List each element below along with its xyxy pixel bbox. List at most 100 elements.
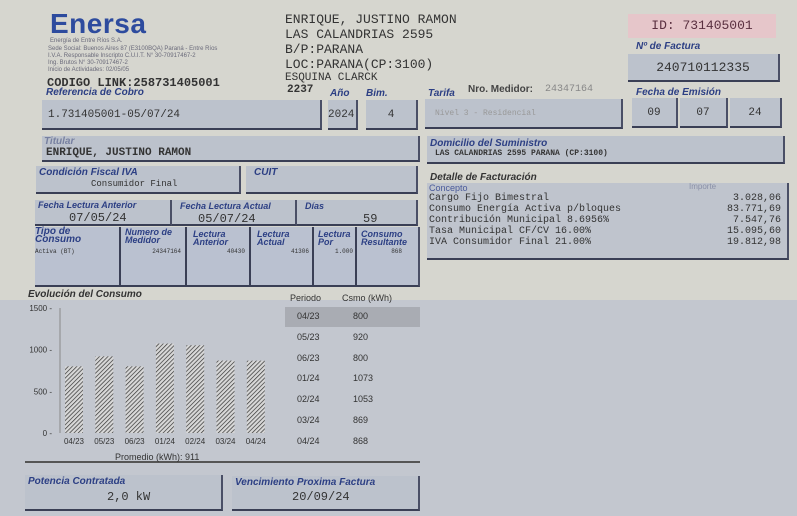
consumption-chart: 1500 - 1000 - 500 - 0 - 04/23 05/23 06/23 01/24…	[29, 304, 266, 446]
detalle-importe: 3.028,06	[732, 193, 781, 204]
periodo-cell: 04/23	[297, 311, 320, 321]
td-lect-ant: 40430	[226, 248, 245, 255]
th-tipo: Tipo de Consumo	[35, 226, 82, 245]
emision-day: 09	[632, 98, 678, 128]
detalle-concepto: IVA Consumidor Final 21.00%	[429, 237, 592, 248]
periodo-cell: 05/23	[297, 331, 320, 342]
periodo-cell: 03/24	[297, 415, 320, 425]
periodo-cell: 01/24	[297, 373, 320, 384]
th-lect-por: Lectura Por	[318, 229, 351, 247]
fiscal-label: Condición Fiscal IVA	[39, 167, 138, 178]
periodo-cell: 02/24	[297, 394, 320, 405]
csmo-cell: 1073	[353, 373, 374, 384]
bar-03/24	[216, 360, 235, 433]
fine-print: I.V.A. Responsable Inscripto C.U.I.T. N°…	[48, 53, 196, 59]
csmo-cell: 869	[353, 415, 369, 425]
dias-box: Días 59	[297, 200, 418, 226]
y-tick-label: 500 -	[34, 387, 53, 396]
customer-address: LAS CALANDRIAS 2595	[285, 27, 434, 42]
anio-label: Año	[330, 88, 350, 99]
bar-02/24	[186, 345, 205, 433]
csmo-cell: 920	[353, 331, 369, 342]
fine-print: Sede Social: Buenos Aires 87 (E3100BQA) …	[48, 46, 218, 52]
x-tick-label: 04/23	[64, 437, 85, 446]
fecha-actual-value: 05/07/24	[198, 212, 256, 226]
detalle-importe: 15.095,60	[726, 226, 781, 237]
customer-esquina: ESQUINA CLARCK	[285, 72, 378, 84]
detalle-importe: 83.771,69	[726, 204, 781, 215]
fecha-actual-label: Fecha Lectura Actual	[180, 201, 271, 211]
consumo-row: 01/24 1073	[285, 369, 420, 389]
y-tick-label: 1000 -	[29, 346, 52, 355]
x-tick-label: 02/24	[185, 437, 206, 446]
csmo-cell: 868	[353, 435, 369, 446]
customer-bp: B/P:PARANA	[285, 42, 364, 57]
ref-label: Referencia de Cobro	[46, 87, 144, 98]
periodo-cell: 06/23	[297, 352, 320, 363]
td-medidor: 24347164	[152, 248, 181, 255]
periodo-cell: 04/24	[297, 435, 320, 446]
detalle-concepto: Tasa Municipal CF/CV 16.00%	[429, 226, 592, 237]
th-medidor: Numero de Medidor	[125, 227, 173, 245]
consumo-row: 03/24 869	[285, 411, 420, 431]
vencimiento-label: Vencimiento Proxima Factura	[235, 477, 376, 488]
domicilio-value: LAS CALANDRIAS 2595 PARANA (CP:3100)	[435, 149, 608, 158]
potencia-box: Potencia Contratada 2,0 kW	[25, 475, 223, 511]
detalle-concepto: Contribución Municipal 8.6956%	[429, 215, 610, 226]
fine-print: Inicio de Actividades: 02/05/05	[48, 67, 130, 73]
tarifa-value: Nivel 3 - Residencial	[425, 99, 623, 129]
csmo-cell: 800	[353, 352, 369, 363]
medidor-label: Nro. Medidor:	[468, 84, 533, 95]
fecha-actual-box: Fecha Lectura Actual 05/07/24	[172, 200, 297, 226]
titular-value: ENRIQUE, JUSTINO RAMON	[46, 147, 192, 159]
csmo-header: Csmo (kWh)	[342, 293, 392, 303]
bar-06/23	[125, 366, 144, 433]
td-tipo: Activa (BT)	[35, 248, 75, 255]
factura-label: Nº de Factura	[636, 41, 701, 52]
td-lect-por: 1.000	[334, 248, 353, 255]
fiscal-box: Condición Fiscal IVA Consumidor Final	[36, 166, 241, 194]
emision-label: Fecha de Emisión	[636, 87, 722, 98]
detalle-concepto: Consumo Energía Activa p/bloques	[429, 204, 622, 215]
consumo-row: 04/23 800	[285, 307, 420, 327]
dias-value: 59	[363, 212, 378, 226]
tarifa-label: Tarifa	[428, 88, 455, 99]
customer-name: ENRIQUE, JUSTINO RAMON	[285, 12, 457, 27]
consumo-table: Tipo de Consumo Numero de Medidor Lectur…	[35, 227, 420, 287]
bar-04/23	[65, 366, 83, 433]
th-lect-act: Lectura Actual	[257, 229, 290, 247]
promedio-label: Promedio (kWh): 911	[115, 452, 200, 462]
x-tick-label: 06/23	[125, 437, 146, 446]
detalle-title: Detalle de Facturación	[430, 172, 537, 183]
potencia-label: Potencia Contratada	[28, 476, 126, 487]
periodo-header: Periodo	[290, 293, 322, 303]
detalle-importe: 19.812,98	[726, 237, 781, 248]
concepto-label: Concepto	[429, 183, 468, 193]
y-tick-label: 0 -	[43, 429, 53, 438]
consumo-row: 04/24 868	[285, 432, 420, 452]
csmo-cell: 800	[353, 311, 369, 321]
cuit-box: CUIT	[246, 166, 418, 194]
emision-year: 24	[730, 98, 782, 128]
chart-title: Evolución del Consumo	[28, 289, 142, 300]
dias-label: Días	[305, 201, 325, 211]
consumo-row: 06/23 800	[285, 349, 420, 369]
detalle-importe: 7.547,76	[732, 215, 781, 226]
customer-loc: LOC:PARANA(CP:3100)	[285, 57, 434, 72]
x-tick-label: 05/23	[94, 437, 115, 446]
consumo-row: 05/23 920	[285, 328, 420, 348]
detalle-concepto: Cargo Fijo Bimestral	[429, 193, 550, 204]
fiscal-value: Consumidor Final	[91, 179, 178, 189]
id-badge: ID: 731405001	[628, 14, 776, 38]
enersa-logo: Enersa	[50, 8, 147, 39]
fecha-anterior-value: 07/05/24	[69, 211, 127, 225]
customer-code: 2237	[287, 84, 314, 96]
potencia-value: 2,0 kW	[107, 490, 151, 504]
importe-label: Importe	[689, 182, 717, 191]
codigo-link: CODIGO LINK:258731405001	[47, 76, 220, 90]
x-tick-label: 03/24	[215, 437, 236, 446]
y-tick-label: 1500 -	[29, 304, 52, 313]
factura-number: 240710112335	[628, 54, 780, 82]
medidor-value: 24347164	[545, 84, 594, 95]
td-consumo: 868	[391, 248, 402, 255]
